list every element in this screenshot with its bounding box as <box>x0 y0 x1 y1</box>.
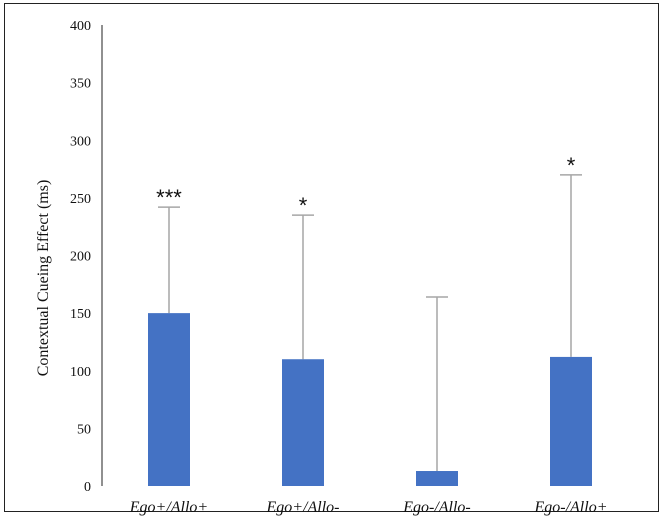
bars <box>148 313 592 486</box>
y-tick-label: 300 <box>70 134 91 149</box>
x-category-label: Ego+/Allo+ <box>129 499 208 516</box>
bar <box>416 471 458 486</box>
x-category-label: Ego-/Allo+ <box>533 499 607 516</box>
x-category-labels: Ego+/Allo+ Ego+/Allo- Ego-/Allo- Ego-/Allo+ <box>129 499 608 516</box>
bar <box>550 356 592 486</box>
y-tick-label: 100 <box>70 365 91 380</box>
significance-label: *** <box>156 185 182 210</box>
y-tick-label: 250 <box>70 192 91 207</box>
y-tick-label: 0 <box>84 480 91 495</box>
x-category-label: Ego-/Allo- <box>402 499 471 516</box>
y-tick-labels: 0 50 100 150 200 250 300 350 400 <box>70 19 91 495</box>
y-tick-label: 350 <box>70 77 91 92</box>
y-tick-label: 150 <box>70 307 91 322</box>
bar <box>148 313 190 486</box>
y-tick-label: 400 <box>70 19 91 34</box>
significance-label: * <box>567 153 576 178</box>
y-tick-label: 200 <box>70 250 91 265</box>
bar <box>282 359 324 486</box>
significance-label: * <box>299 193 308 218</box>
y-axis-title: Contextual Cueing Effect (ms) <box>35 180 52 377</box>
chart-frame <box>4 3 659 512</box>
x-category-label: Ego+/Allo- <box>265 499 339 516</box>
significance-labels: *** ** <box>156 153 576 218</box>
y-tick-label: 50 <box>77 422 91 437</box>
error-bars <box>158 174 582 472</box>
